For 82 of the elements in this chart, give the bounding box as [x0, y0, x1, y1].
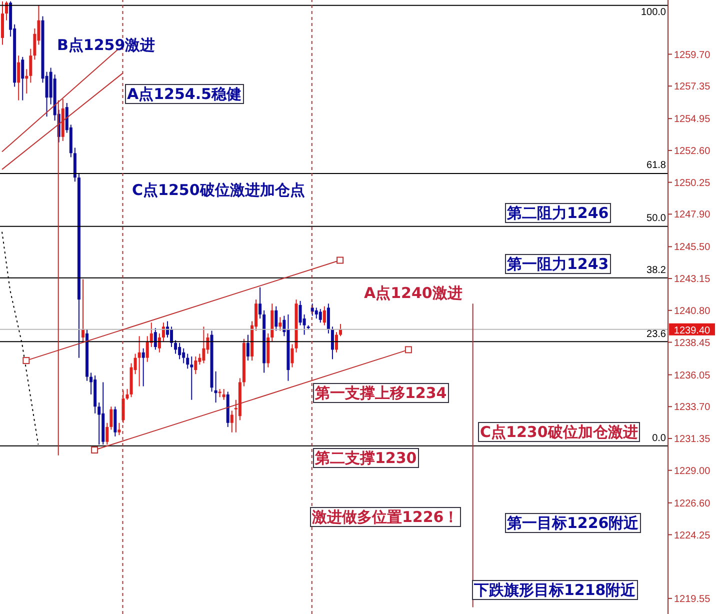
- point: [22, 357, 30, 364]
- candlestick: [114, 406, 117, 437]
- annotation: 第一目标1226附近: [505, 513, 641, 533]
- candlestick: [330, 326, 334, 360]
- y-tick-label: 1250.25: [674, 178, 711, 189]
- annotation: 下跌旗形目标1218附近: [472, 580, 638, 600]
- y-tick-label: 1252.60: [674, 146, 711, 157]
- candlestick: [339, 323, 342, 337]
- y-tick-label: 1240.80: [674, 306, 711, 317]
- candlestick: [190, 356, 194, 400]
- y-tick-label: 1259.70: [674, 50, 711, 61]
- y-tick-label: 1226.60: [674, 498, 711, 510]
- annotation: 61.8: [646, 160, 666, 172]
- candlestick: [246, 334, 250, 362]
- annotation: 第一支撑上移1234: [313, 383, 449, 403]
- annotation: 0.0: [652, 432, 666, 445]
- annotation: 激进做多位置1226！: [310, 507, 461, 527]
- candlestick: [298, 300, 302, 326]
- candlestick: [182, 348, 186, 364]
- point: [404, 346, 412, 354]
- candlestick: [318, 308, 322, 324]
- candlestick: [126, 388, 129, 400]
- candlestick: [25, 68, 28, 94]
- candlestick: [98, 402, 101, 446]
- y-tick-label: 1224.25: [674, 530, 711, 542]
- y-tick-label: 1219.55: [674, 594, 711, 605]
- annotation: A点1254.5稳健: [125, 84, 244, 104]
- candlestick: [222, 388, 226, 400]
- annotation: A点1240激进: [363, 283, 464, 303]
- y-tick-label: 1243.15: [674, 274, 711, 286]
- candlestick: [290, 344, 294, 368]
- candlestick: [17, 55, 20, 101]
- ref-line-label: 1239.40: [674, 325, 711, 336]
- annotation: 38.2: [646, 264, 666, 277]
- candlestick: [110, 406, 113, 430]
- candlestick: [314, 307, 318, 320]
- candlestick: [81, 278, 84, 344]
- annotation: 第一阻力1243: [505, 254, 611, 274]
- candlestick: [21, 56, 24, 101]
- candlestick: [138, 336, 141, 387]
- candlestick: [142, 348, 145, 387]
- y-tick-label: 1254.95: [674, 114, 711, 126]
- annotation: 第二支撑1230: [313, 448, 419, 468]
- y-tick-label: 1236.05: [674, 370, 711, 382]
- point: [336, 256, 344, 264]
- candlestick: [194, 356, 198, 375]
- candlestick: [174, 340, 178, 354]
- candlestick: [230, 410, 234, 433]
- candlestick: [274, 306, 278, 332]
- candlestick: [29, 48, 32, 84]
- candlestick: [154, 328, 157, 350]
- annotation: 第二阻力1246: [505, 203, 611, 223]
- annotation: B点1259激进: [56, 35, 156, 55]
- y-tick-label: 1245.50: [674, 242, 711, 254]
- candlestick: [118, 422, 121, 436]
- y-tick-label: 1233.70: [674, 402, 711, 414]
- y-tick-label: 1247.90: [674, 210, 711, 221]
- annotation: C点1250破位激进加仓点: [131, 180, 306, 200]
- candlestick: [162, 322, 165, 342]
- candlestick: [326, 303, 330, 334]
- y-tick-label: 1257.35: [674, 82, 711, 93]
- y-tick-label: 1238.45: [674, 338, 711, 349]
- candlestick: [202, 326, 206, 364]
- candlestick: [5, 0, 8, 21]
- candlestick: [214, 370, 218, 404]
- y-tick-label: 1229.00: [674, 466, 711, 477]
- candlestick: [335, 332, 338, 353]
- annotation: 100.0: [640, 7, 666, 20]
- candlestick: [106, 422, 109, 446]
- annotation: 23.6: [646, 328, 666, 341]
- candlestick: [258, 286, 262, 320]
- point: [91, 446, 98, 454]
- candlestick: [322, 306, 326, 326]
- y-tick-label: 1231.35: [674, 434, 711, 446]
- candlestick: [310, 303, 314, 316]
- candlestick: [278, 316, 282, 332]
- annotation: C点1230破位加仓激进: [478, 422, 640, 442]
- candlestick: [146, 336, 149, 362]
- candlestick: [158, 332, 161, 353]
- candlestick: [178, 342, 182, 360]
- annotation: 50.0: [646, 213, 666, 226]
- candlestick: [186, 353, 190, 370]
